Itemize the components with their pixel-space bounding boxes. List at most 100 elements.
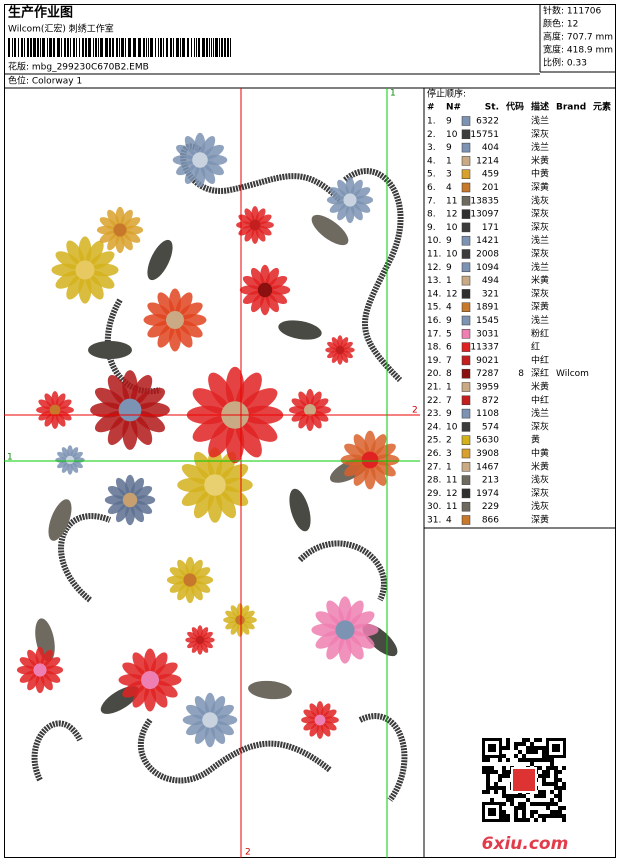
qr-cell bbox=[546, 774, 550, 778]
flower-center bbox=[141, 671, 159, 689]
qr-cell bbox=[534, 818, 538, 822]
barcode-bar bbox=[215, 38, 218, 57]
row-needle: 7 bbox=[446, 396, 452, 406]
qr-cell bbox=[530, 762, 534, 766]
row-index: 12. bbox=[427, 263, 441, 273]
row-needle: 9 bbox=[446, 316, 452, 326]
petal bbox=[70, 447, 79, 459]
petal bbox=[353, 463, 370, 486]
petal bbox=[132, 683, 150, 708]
qr-cell bbox=[522, 754, 526, 758]
petal bbox=[157, 292, 175, 317]
row-description: 深黄 bbox=[531, 514, 549, 526]
qr-cell bbox=[538, 746, 542, 750]
qr-cell bbox=[506, 746, 510, 750]
petal bbox=[238, 225, 253, 236]
petal bbox=[341, 341, 353, 350]
qr-cell bbox=[506, 738, 510, 742]
petal bbox=[312, 398, 329, 410]
barcode-bar bbox=[76, 38, 77, 57]
row-stitches: 1545 bbox=[476, 316, 499, 326]
color-swatch bbox=[461, 275, 471, 286]
column-header: N# bbox=[446, 103, 461, 113]
petal bbox=[310, 391, 322, 408]
qr-cell bbox=[522, 794, 526, 798]
petal bbox=[267, 290, 288, 305]
petal bbox=[298, 391, 310, 408]
qr-cell bbox=[558, 770, 562, 774]
petal bbox=[192, 580, 211, 593]
row-description: 黄 bbox=[531, 434, 540, 446]
row-description: 深黄 bbox=[531, 301, 549, 313]
petal bbox=[177, 582, 190, 601]
qr-cell bbox=[550, 782, 554, 786]
petal bbox=[132, 500, 153, 515]
petal bbox=[190, 559, 203, 578]
row-stitches: 866 bbox=[482, 516, 499, 526]
qr-cell bbox=[518, 758, 522, 762]
petal bbox=[94, 410, 126, 433]
qr-cell bbox=[542, 758, 546, 762]
qr-cell bbox=[554, 774, 558, 778]
petal bbox=[309, 722, 320, 737]
row-needle: 7 bbox=[446, 356, 452, 366]
color-swatch bbox=[461, 329, 471, 339]
petal bbox=[27, 649, 40, 668]
barcode bbox=[8, 38, 231, 57]
row-description: 浅兰 bbox=[531, 314, 549, 326]
petal bbox=[99, 217, 118, 230]
row-description: 深灰 bbox=[531, 248, 549, 260]
row-needle: 11 bbox=[446, 502, 457, 512]
qr-cell bbox=[530, 758, 534, 762]
qr-cell bbox=[486, 786, 490, 790]
petal bbox=[130, 374, 153, 406]
petal bbox=[130, 414, 153, 446]
row-index: 26. bbox=[427, 449, 441, 459]
petal bbox=[213, 720, 234, 736]
qr-cell bbox=[550, 810, 554, 814]
qr-cell bbox=[554, 786, 558, 790]
petal bbox=[88, 251, 115, 270]
qr-cell bbox=[526, 750, 530, 754]
qr-cell bbox=[554, 802, 558, 806]
petal bbox=[150, 683, 168, 708]
row-needle: 11 bbox=[446, 196, 457, 206]
row-needle: 5 bbox=[446, 329, 452, 339]
color-swatch bbox=[461, 302, 471, 312]
column-header: St. bbox=[485, 103, 499, 113]
flower-center bbox=[122, 492, 138, 508]
vine bbox=[297, 540, 387, 602]
flower-center bbox=[166, 311, 184, 329]
barcode-bar bbox=[70, 38, 71, 57]
color-swatch bbox=[461, 488, 471, 499]
row-index: 19. bbox=[427, 356, 441, 366]
petal bbox=[315, 611, 342, 630]
barcode-bar bbox=[133, 38, 136, 57]
qr-cell bbox=[510, 798, 514, 802]
qr-finder bbox=[488, 808, 496, 816]
petal bbox=[370, 434, 387, 457]
row-index: 15. bbox=[427, 303, 441, 313]
row-description: 粉红 bbox=[531, 327, 549, 339]
petal bbox=[132, 485, 153, 500]
qr-cell bbox=[542, 754, 546, 758]
barcode-bar bbox=[230, 38, 231, 57]
qr-cell bbox=[506, 814, 510, 818]
row-index: 5. bbox=[427, 170, 436, 180]
qr-cell bbox=[486, 758, 490, 762]
row-needle: 4 bbox=[446, 516, 452, 526]
qr-cell bbox=[494, 782, 498, 786]
barcode-bar bbox=[21, 38, 23, 57]
color-swatch bbox=[461, 422, 471, 432]
petal bbox=[153, 662, 178, 680]
qr-cell bbox=[518, 802, 522, 806]
row-needle: 1 bbox=[446, 383, 452, 393]
petal bbox=[181, 463, 211, 485]
barcode-bar bbox=[187, 38, 189, 57]
petal bbox=[326, 600, 345, 627]
barcode-bar bbox=[79, 38, 80, 57]
petal bbox=[350, 202, 363, 221]
guide-label: 1 bbox=[390, 89, 396, 99]
flower-center bbox=[195, 635, 205, 645]
qr-cell bbox=[502, 786, 506, 790]
